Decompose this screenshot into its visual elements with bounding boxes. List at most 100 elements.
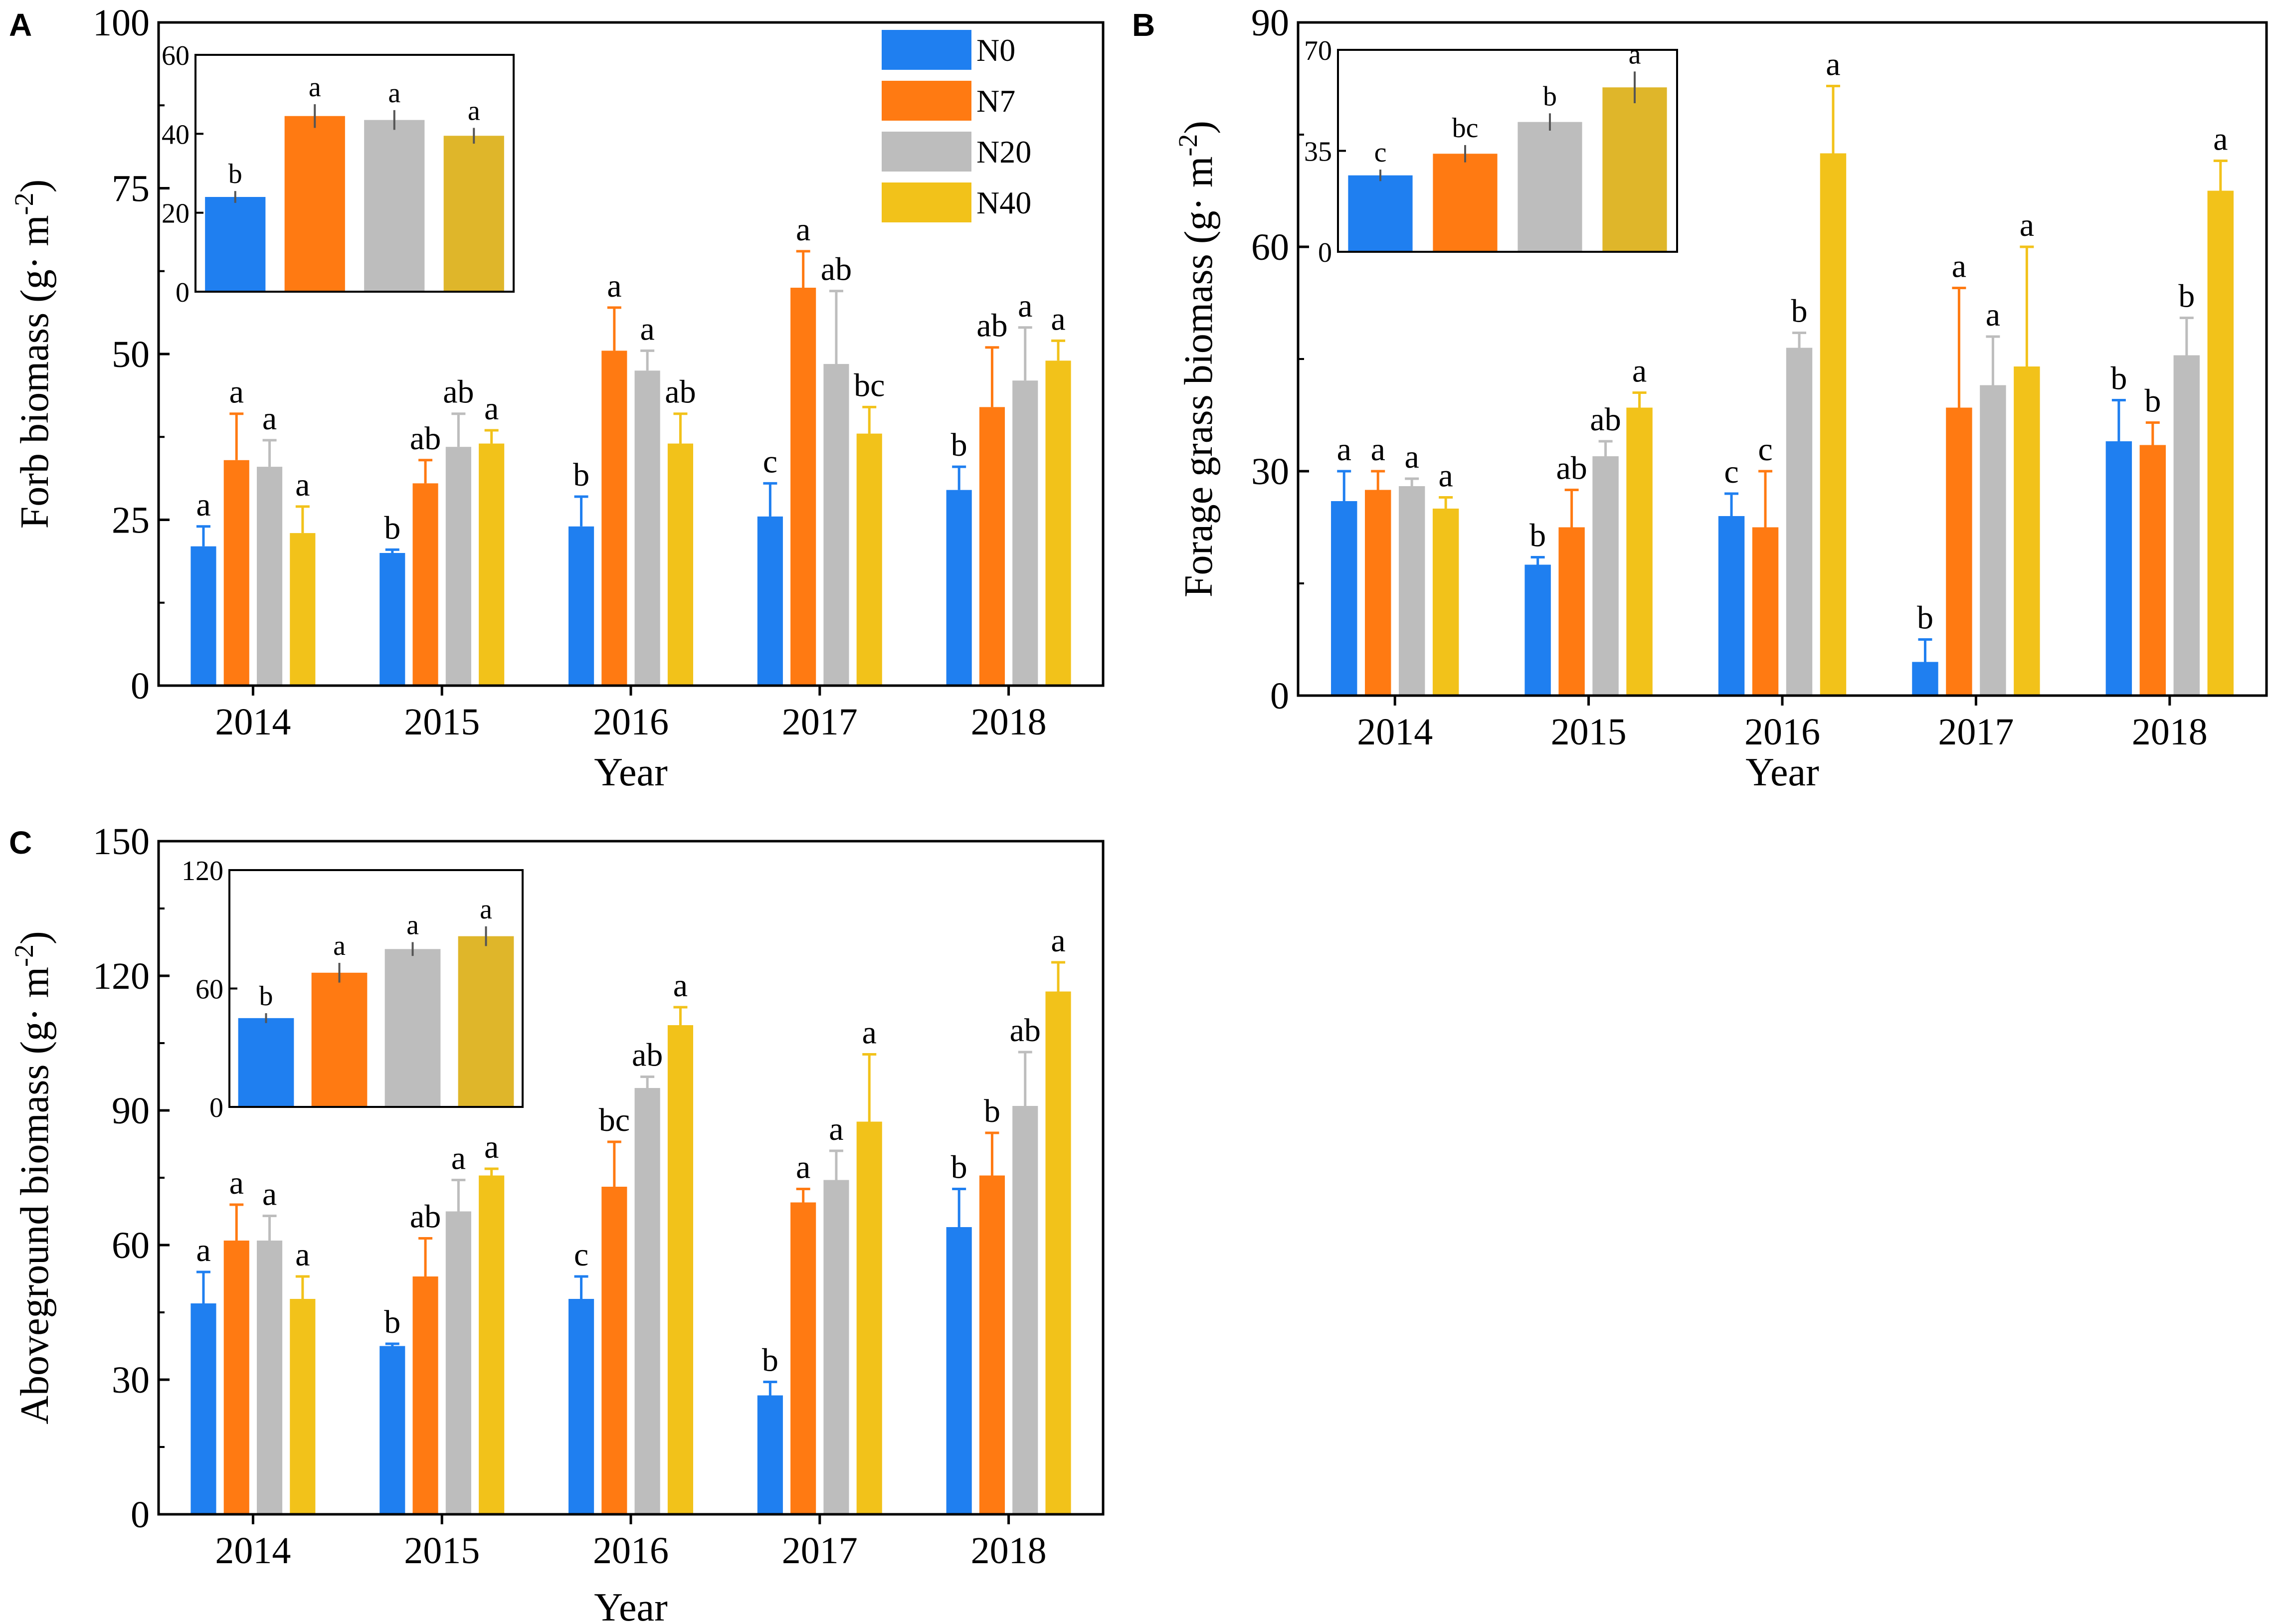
significance-letter: b bbox=[1529, 518, 1546, 554]
significance-letter: a bbox=[196, 487, 210, 523]
bar-n0-2014 bbox=[190, 1303, 216, 1514]
y-tick-label: 0 bbox=[131, 665, 150, 707]
x-tick-label: 2017 bbox=[782, 1530, 858, 1572]
significance-letter: a bbox=[295, 1237, 310, 1273]
x-tick-label: 2015 bbox=[404, 1530, 480, 1572]
x-tick-label: 2016 bbox=[1744, 711, 1820, 753]
significance-letter: a bbox=[1337, 431, 1351, 468]
significance-letter: a bbox=[2213, 121, 2228, 158]
significance-letter: ab bbox=[976, 308, 1007, 344]
bar-n40-2016 bbox=[1820, 153, 1847, 696]
bar-n7-2017 bbox=[790, 1202, 816, 1514]
bar-n20-2014 bbox=[1398, 486, 1425, 696]
significance-letter: b bbox=[951, 427, 967, 463]
bar-n0-2016 bbox=[568, 1299, 594, 1514]
inset-bar-n40 bbox=[1602, 87, 1667, 252]
bar-n0-2017 bbox=[757, 516, 783, 686]
inset-significance-letter: a bbox=[468, 95, 480, 126]
significance-letter: a bbox=[196, 1232, 210, 1268]
inset-bar-n20 bbox=[1517, 122, 1582, 252]
significance-letter: a bbox=[640, 311, 654, 347]
bar-n20-2018 bbox=[1012, 1106, 1038, 1514]
bar-n7-2014 bbox=[1364, 490, 1391, 696]
bar-n40-2014 bbox=[290, 1299, 316, 1514]
bar-n0-2014 bbox=[190, 546, 216, 686]
bar-n7-2016 bbox=[601, 351, 627, 686]
bar-n20-2017 bbox=[823, 363, 849, 686]
significance-letter: a bbox=[1051, 922, 1065, 959]
inset-significance-letter: b bbox=[228, 159, 242, 189]
bar-n7-2015 bbox=[412, 483, 438, 686]
significance-letter: a bbox=[673, 967, 688, 1004]
inset-bar-n0 bbox=[1348, 175, 1413, 252]
significance-letter: b bbox=[2178, 278, 2195, 315]
bar-n7-2015 bbox=[412, 1276, 438, 1514]
bar-n40-2018 bbox=[1045, 991, 1071, 1514]
legend-swatch-n40 bbox=[882, 182, 971, 222]
significance-letter: a bbox=[1986, 297, 2000, 333]
bar-n7-2014 bbox=[223, 1241, 249, 1514]
significance-letter: b bbox=[1917, 600, 1933, 636]
significance-letter: a bbox=[262, 1176, 277, 1213]
significance-letter: a bbox=[295, 467, 310, 503]
significance-letter: a bbox=[1051, 301, 1065, 337]
significance-letter: a bbox=[1371, 431, 1385, 468]
significance-letter: bc bbox=[599, 1102, 630, 1138]
bar-n20-2015 bbox=[445, 1211, 471, 1514]
bar-n20-2015 bbox=[1592, 456, 1619, 696]
significance-letter: a bbox=[829, 1111, 843, 1147]
significance-letter: b bbox=[573, 457, 589, 493]
bar-n40-2015 bbox=[479, 443, 505, 686]
y-axis-title: Aboveground biomass (g· m-2) bbox=[9, 931, 57, 1424]
y-axis-title: Forage grass biomass (g· m-2) bbox=[1173, 121, 1221, 597]
bar-n7-2017 bbox=[790, 288, 816, 686]
panel-letter: C bbox=[9, 825, 32, 861]
bar-n0-2018 bbox=[2105, 441, 2132, 696]
bar-n7-2018 bbox=[979, 1175, 1005, 1514]
y-tick-label: 100 bbox=[93, 2, 150, 44]
significance-letter: a bbox=[484, 1129, 499, 1165]
inset-significance-letter: c bbox=[1374, 137, 1387, 168]
significance-letter: bc bbox=[854, 367, 885, 403]
legend-label-n20: N20 bbox=[976, 134, 1031, 170]
legend-swatch-n0 bbox=[882, 30, 971, 70]
bar-n0-2017 bbox=[1912, 662, 1938, 696]
legend-label-n40: N40 bbox=[976, 185, 1031, 220]
panel-letter: B bbox=[1132, 7, 1155, 43]
significance-letter: c bbox=[1758, 431, 1772, 468]
bar-n40-2018 bbox=[2207, 190, 2234, 696]
inset-bar-n20 bbox=[364, 120, 425, 292]
significance-letter: ab bbox=[1556, 450, 1587, 487]
bar-n7-2014 bbox=[223, 460, 249, 686]
x-tick-label: 2018 bbox=[971, 701, 1047, 743]
bar-n20-2016 bbox=[1786, 348, 1813, 696]
significance-letter: c bbox=[574, 1237, 588, 1273]
bar-n0-2018 bbox=[946, 1227, 972, 1514]
inset-bar-n0 bbox=[238, 1018, 294, 1107]
bar-n40-2014 bbox=[1432, 509, 1459, 696]
significance-letter: ab bbox=[665, 374, 696, 410]
x-tick-label: 2014 bbox=[215, 1530, 291, 1572]
significance-letter: a bbox=[1405, 439, 1419, 475]
significance-letter: b bbox=[951, 1149, 967, 1186]
inset-bar-n7 bbox=[284, 116, 345, 292]
y-tick-label: 60 bbox=[1251, 226, 1289, 268]
bar-n0-2015 bbox=[1524, 564, 1551, 696]
bar-n20-2015 bbox=[445, 447, 471, 686]
significance-letter: a bbox=[607, 268, 621, 304]
inset-significance-letter: bc bbox=[1452, 113, 1479, 144]
significance-letter: a bbox=[796, 211, 810, 248]
inset-y-tick-label: 120 bbox=[182, 856, 223, 887]
inset-significance-letter: a bbox=[1629, 39, 1641, 70]
bar-n0-2016 bbox=[1718, 516, 1745, 696]
inset-y-tick-label: 60 bbox=[162, 40, 190, 71]
bar-n7-2017 bbox=[1946, 407, 1972, 696]
significance-letter: ab bbox=[410, 1199, 441, 1235]
inset-bar-n7 bbox=[1433, 154, 1498, 252]
bar-n20-2016 bbox=[634, 1088, 660, 1514]
significance-letter: a bbox=[229, 1165, 244, 1201]
significance-letter: a bbox=[2020, 207, 2034, 243]
bar-n7-2015 bbox=[1558, 527, 1585, 696]
